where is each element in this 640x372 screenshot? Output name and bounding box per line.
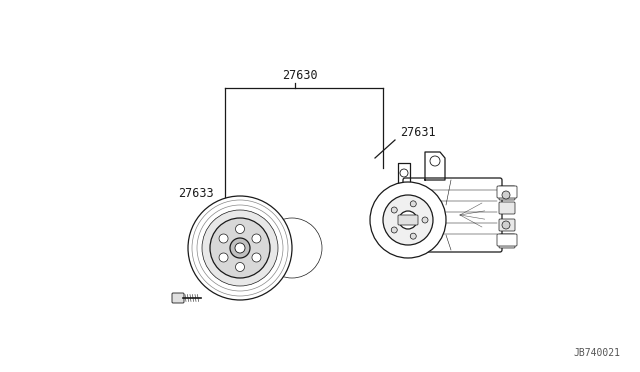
Circle shape	[236, 263, 244, 272]
Circle shape	[502, 191, 510, 199]
Circle shape	[235, 243, 245, 253]
Text: 27631: 27631	[400, 125, 436, 138]
Circle shape	[188, 196, 292, 300]
Circle shape	[422, 217, 428, 223]
Circle shape	[236, 224, 244, 234]
Circle shape	[192, 200, 288, 296]
Circle shape	[252, 253, 261, 262]
FancyBboxPatch shape	[403, 178, 502, 252]
Circle shape	[391, 207, 397, 213]
Circle shape	[430, 156, 440, 166]
FancyBboxPatch shape	[499, 202, 515, 214]
Circle shape	[383, 195, 433, 245]
FancyBboxPatch shape	[499, 186, 515, 200]
Circle shape	[391, 227, 397, 233]
Text: 27630: 27630	[282, 68, 318, 81]
Circle shape	[502, 221, 510, 229]
Circle shape	[370, 182, 446, 258]
Circle shape	[219, 253, 228, 262]
Circle shape	[400, 169, 408, 177]
FancyBboxPatch shape	[499, 234, 515, 248]
FancyBboxPatch shape	[497, 186, 517, 198]
Circle shape	[399, 211, 417, 229]
Circle shape	[262, 218, 322, 278]
FancyBboxPatch shape	[499, 219, 515, 231]
FancyBboxPatch shape	[172, 293, 184, 303]
Circle shape	[230, 238, 250, 258]
FancyBboxPatch shape	[497, 234, 517, 246]
Circle shape	[410, 201, 416, 207]
Circle shape	[410, 233, 416, 239]
Circle shape	[202, 210, 278, 286]
Circle shape	[252, 234, 261, 243]
Text: JB740021: JB740021	[573, 348, 620, 358]
Text: 27633: 27633	[178, 186, 214, 199]
FancyBboxPatch shape	[398, 215, 418, 225]
Circle shape	[219, 234, 228, 243]
Circle shape	[197, 205, 283, 291]
Circle shape	[210, 218, 270, 278]
